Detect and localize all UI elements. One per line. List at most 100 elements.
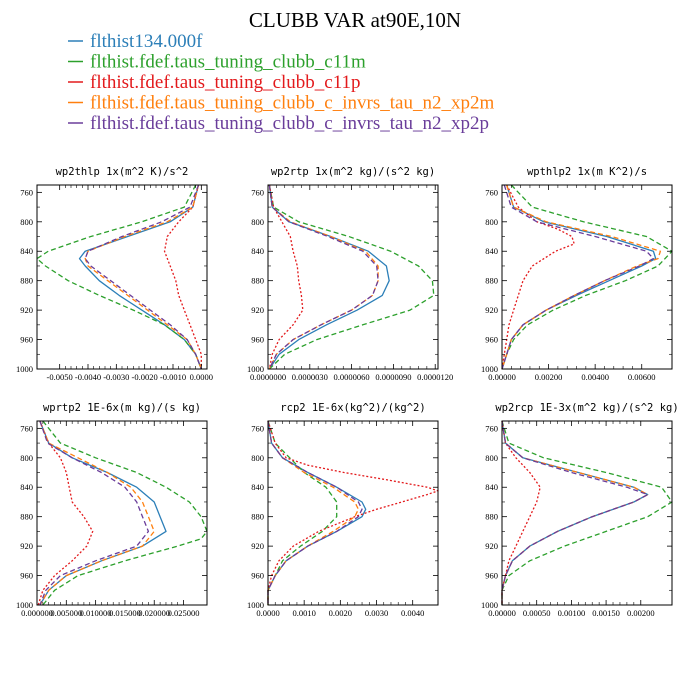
x-tick-label: 0.0000	[256, 608, 279, 618]
x-tick-label: 0.000000	[21, 608, 53, 618]
series-line	[84, 184, 202, 370]
chart-panel: wprtp2 1E-6x(m kg)/(s kg) 760 800 840 880 920…	[16, 402, 208, 618]
x-tick-label: 0.010000	[80, 608, 112, 618]
chart-panel: wp2rcp 1E-3x(m^2 kg)/(s^2 kg) 760 800 840 88…	[481, 402, 679, 618]
series-line	[36, 184, 202, 370]
x-tick-label: 0.0000000	[250, 372, 286, 382]
y-tick-label: 960	[20, 571, 33, 581]
panel-title: wpthlp2 1x(m K^2)/s	[527, 166, 647, 178]
panel-title: wprtp2 1E-6x(m kg)/(s kg)	[43, 402, 201, 414]
x-tick-label: 0.00600	[628, 372, 656, 382]
panel-title: rcp2 1E-6x(kg^2)/(kg^2)	[280, 402, 425, 414]
y-tick-label: 760	[485, 187, 498, 197]
x-tick-label: 0.025000	[168, 608, 200, 618]
x-tick-label: 0.00000	[488, 372, 516, 382]
plot-frame	[501, 420, 673, 606]
y-tick-label: 960	[251, 571, 264, 581]
x-tick-label: 0.0030	[365, 608, 388, 618]
y-tick-label: 1000	[481, 600, 498, 610]
x-tick-label: 0.0010	[292, 608, 315, 618]
panel-title: wp2rcp 1E-3x(m^2 kg)/(s^2 kg)	[495, 402, 678, 414]
x-tick-label: -0.0040	[75, 372, 101, 382]
x-tick-label: 0.00150	[592, 608, 620, 618]
x-tick-label: 0.0000030	[292, 372, 328, 382]
x-tick-label: 0.00400	[581, 372, 609, 382]
x-tick-label: 0.0020	[329, 608, 352, 618]
series-line	[267, 420, 338, 605]
series-line	[268, 184, 379, 370]
chart-panel: wpthlp2 1x(m K^2)/s 760 800 840 880 920 960 100…	[481, 166, 673, 382]
series-line	[268, 184, 390, 370]
y-tick-label: 880	[20, 276, 33, 286]
y-tick-label: 960	[485, 571, 498, 581]
legend-entry: flthist.fdef.taus_tuning_clubb_c11m	[90, 52, 366, 73]
y-tick-label: 1000	[247, 364, 264, 374]
plot-frame	[501, 184, 673, 370]
x-tick-label: 0.00100	[558, 608, 586, 618]
y-tick-label: 960	[485, 335, 498, 345]
x-tick-label: 0.0000	[190, 372, 213, 382]
y-tick-label: 920	[20, 541, 33, 551]
plot-frame	[267, 420, 439, 606]
y-tick-label: 760	[485, 423, 498, 433]
series-line	[163, 184, 202, 369]
y-tick-label: 920	[20, 305, 33, 315]
series-line	[501, 420, 673, 605]
y-tick-label: 840	[485, 482, 498, 492]
y-tick-label: 880	[485, 512, 498, 522]
series-line	[268, 184, 379, 370]
legend-entry: flthist.fdef.taus_tuning_clubb_c11p	[90, 72, 361, 93]
series-line	[267, 420, 363, 605]
y-tick-label: 840	[20, 482, 33, 492]
y-tick-label: 800	[20, 217, 33, 227]
x-tick-label: 0.0040	[401, 608, 424, 618]
plot-frame	[36, 420, 208, 606]
y-tick-label: 920	[251, 305, 264, 315]
series-line	[501, 420, 649, 605]
series-line	[501, 184, 655, 370]
y-tick-label: 800	[485, 217, 498, 227]
series-line	[267, 420, 360, 605]
y-tick-label: 840	[20, 246, 33, 256]
series-line	[267, 420, 367, 605]
y-tick-label: 880	[20, 512, 33, 522]
x-tick-label: -0.0030	[103, 372, 129, 382]
y-tick-label: 1000	[16, 600, 33, 610]
series-line	[501, 184, 575, 370]
y-tick-label: 1000	[481, 364, 498, 374]
series-line	[501, 420, 649, 605]
x-tick-label: 0.00050	[523, 608, 551, 618]
x-tick-label: 0.00000	[488, 608, 516, 618]
y-tick-label: 760	[251, 187, 264, 197]
x-tick-label: 0.015000	[109, 608, 141, 618]
y-tick-label: 800	[485, 453, 498, 463]
y-tick-label: 760	[20, 187, 33, 197]
y-tick-label: 880	[251, 512, 264, 522]
y-tick-label: 880	[485, 276, 498, 286]
panel-title: wp2rtp 1x(m^2 kg)/(s^2 kg)	[271, 166, 435, 178]
y-tick-label: 760	[20, 423, 33, 433]
y-tick-label: 960	[20, 335, 33, 345]
series-line	[39, 420, 150, 606]
x-tick-label: 0.0000060	[334, 372, 370, 382]
series-line	[268, 184, 304, 370]
y-tick-label: 1000	[16, 364, 33, 374]
series-line	[267, 420, 439, 605]
x-tick-label: 0.005000	[50, 608, 82, 618]
legend: flthist134.000fflthist.fdef.taus_tuning_…	[68, 31, 494, 134]
legend-entry: flthist.fdef.taus_tuning_clubb_c_invrs_t…	[90, 93, 494, 114]
y-tick-label: 760	[251, 423, 264, 433]
x-tick-label: 0.00200	[627, 608, 655, 618]
y-tick-label: 800	[251, 453, 264, 463]
plot-frame	[267, 184, 439, 370]
y-tick-label: 840	[251, 482, 264, 492]
legend-entry: flthist.fdef.taus_tuning_clubb_c_invrs_t…	[90, 113, 489, 134]
y-tick-label: 920	[485, 541, 498, 551]
chart-panel: wp2rtp 1x(m^2 kg)/(s^2 kg) 760 800 840 880 92…	[247, 166, 453, 382]
y-tick-label: 960	[251, 335, 264, 345]
y-tick-label: 840	[485, 246, 498, 256]
figure-title: CLUBB VAR at90E,10N	[249, 8, 461, 32]
x-tick-label: -0.0050	[47, 372, 73, 382]
x-tick-label: -0.0010	[160, 372, 186, 382]
